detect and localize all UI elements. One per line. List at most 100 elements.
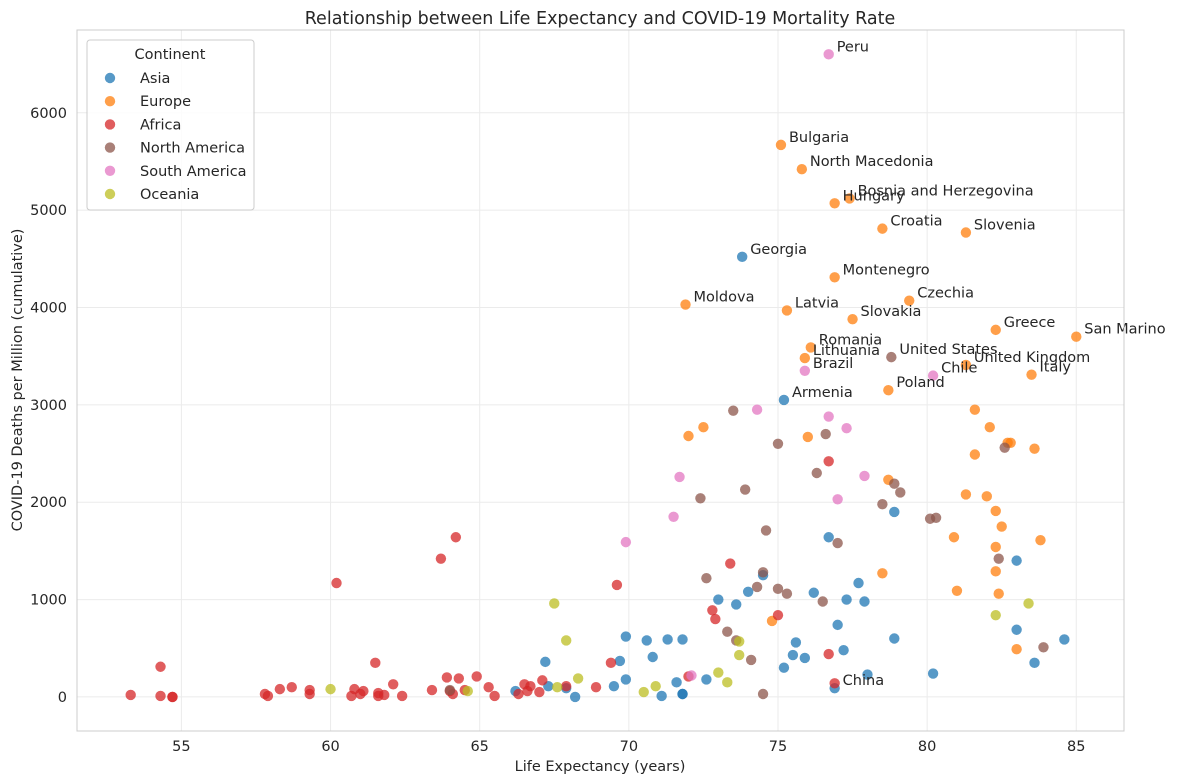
data-point-asia (808, 587, 819, 598)
x-tick-label: 75 (769, 739, 787, 755)
point-annotation: Bulgaria (789, 130, 849, 146)
legend-items: Asia Europe Africa North America South Ameri… (104, 71, 247, 203)
data-point-north-america (1038, 642, 1049, 653)
data-point-north-america (817, 596, 828, 607)
data-point-africa (483, 681, 494, 693)
data-point-europe (877, 568, 888, 579)
data-point-europe (1011, 644, 1022, 655)
point-annotation: Slovenia (974, 218, 1036, 234)
data-point-africa (155, 690, 166, 702)
data-point-asia (677, 634, 688, 645)
data-point-africa (710, 613, 721, 625)
data-point-africa (370, 657, 381, 669)
point-annotation: Brazil (813, 356, 853, 372)
data-point-oceania (552, 681, 563, 693)
point-annotation: Armenia (792, 385, 853, 401)
point-annotation: Bosnia and Herzegovina (858, 183, 1034, 199)
point-annotation: Moldova (694, 290, 755, 306)
data-point-asia (778, 394, 790, 406)
data-point-africa (355, 688, 366, 700)
legend-box (86, 39, 255, 211)
data-point-europe (1071, 331, 1082, 342)
data-point-africa (167, 691, 178, 703)
x-tick-label: 65 (470, 739, 488, 755)
data-point-europe (799, 352, 811, 364)
data-point-africa (522, 685, 533, 697)
data-point-north-america (745, 654, 757, 666)
y-tick-label: 4000 (30, 300, 67, 316)
data-point-asia (790, 637, 802, 648)
data-point-north-america (993, 553, 1004, 564)
data-point-asia (1059, 634, 1070, 645)
legend-label-south-america: South America (140, 164, 247, 180)
data-point-asia (641, 635, 652, 646)
point-annotation: Latvia (795, 295, 839, 311)
data-point-africa (489, 690, 500, 702)
point-annotation: Lithuania (813, 343, 880, 359)
data-point-europe (1029, 443, 1040, 454)
data-point-oceania (734, 636, 745, 647)
data-point-north-america (757, 567, 769, 578)
data-point-north-america (757, 688, 769, 700)
data-point-asia (927, 668, 939, 679)
data-point-south-america (832, 494, 843, 505)
data-point-north-america (877, 498, 888, 510)
data-point-asia (889, 506, 900, 518)
legend-marker-oceania (104, 188, 116, 200)
data-point-north-america (739, 484, 751, 495)
data-point-europe (1035, 534, 1046, 546)
y-tick-label: 3000 (30, 398, 67, 414)
data-point-south-america (841, 423, 852, 434)
data-point-asia (1011, 555, 1022, 566)
data-point-north-america (722, 626, 733, 637)
data-point-africa (829, 678, 840, 689)
data-point-europe (990, 324, 1001, 336)
data-point-oceania (650, 681, 661, 692)
point-annotation: North Macedonia (810, 154, 934, 170)
data-point-africa (155, 661, 166, 672)
data-point-africa (707, 605, 718, 616)
data-point-europe (847, 313, 858, 325)
data-point-asia (889, 633, 900, 644)
data-point-asia (841, 594, 852, 605)
data-point-asia (1011, 624, 1022, 635)
point-annotation: Italy (1040, 360, 1072, 376)
data-point-africa (373, 690, 384, 702)
data-point-oceania (990, 609, 1001, 621)
point-annotation: Romania (819, 332, 882, 348)
data-point-north-america (760, 525, 772, 536)
data-point-north-america (695, 493, 706, 504)
point-annotation: Hungary (843, 188, 905, 204)
data-point-north-america (772, 438, 784, 449)
data-point-asia (620, 674, 632, 685)
data-point-europe (996, 521, 1007, 532)
data-point-africa (262, 690, 274, 702)
point-annotation: Slovakia (861, 304, 922, 320)
data-point-north-america (889, 478, 900, 489)
data-point-asia (731, 599, 742, 610)
data-point-asia (838, 644, 849, 656)
data-point-africa (823, 648, 834, 660)
point-annotation: China (843, 673, 884, 689)
data-point-north-america (701, 572, 712, 584)
data-point-south-america (668, 511, 679, 523)
data-point-africa (725, 558, 736, 569)
data-point-south-america (823, 49, 834, 60)
data-point-europe (883, 385, 894, 396)
data-point-europe (948, 532, 960, 543)
data-point-north-america (781, 588, 793, 599)
data-point-europe (683, 430, 694, 442)
data-point-europe (844, 193, 855, 204)
y-tick-label: 2000 (30, 495, 67, 511)
data-point-africa (435, 553, 447, 564)
data-point-europe (805, 342, 816, 353)
data-point-africa (823, 456, 834, 467)
data-point-asia (620, 631, 632, 642)
data-point-europe (990, 566, 1001, 577)
data-point-asia (614, 655, 626, 667)
data-point-north-america (999, 442, 1010, 453)
point-annotations: Peru Bulgaria North Macedonia Bosnia and He… (694, 39, 1166, 689)
data-point-europe (969, 404, 981, 415)
data-point-asia (647, 651, 658, 663)
